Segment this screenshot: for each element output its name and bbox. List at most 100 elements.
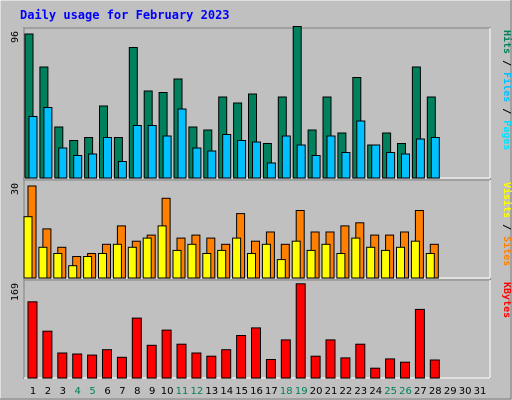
day-label-2: 2 — [45, 386, 51, 397]
bar-files-day-12 — [192, 147, 202, 179]
bar-sites-day-22 — [336, 253, 346, 279]
bar-kbytes-day-7 — [116, 356, 127, 379]
day-label-1: 1 — [30, 386, 36, 397]
bar-sites-day-11 — [172, 249, 182, 279]
bar-files-day-11 — [177, 108, 187, 179]
day-label-30: 30 — [459, 386, 472, 397]
day-label-17: 17 — [265, 386, 278, 397]
bar-kbytes-day-9 — [146, 344, 157, 379]
bar-sites-day-9 — [142, 237, 152, 279]
legend-separator: / — [501, 54, 512, 72]
day-label-9: 9 — [149, 386, 155, 397]
day-label-14: 14 — [220, 386, 233, 397]
day-label-28: 28 — [429, 386, 442, 397]
bar-files-day-8 — [132, 125, 142, 179]
bar-files-day-19 — [296, 144, 306, 179]
bar-kbytes-day-14 — [221, 349, 232, 379]
day-label-19: 19 — [295, 386, 308, 397]
legend-separator: / — [501, 218, 512, 236]
bar-sites-day-6 — [98, 253, 107, 279]
bar-files-day-24 — [371, 144, 381, 179]
day-label-3: 3 — [60, 386, 66, 397]
bar-kbytes-day-11 — [176, 343, 187, 379]
bar-kbytes-day-27 — [414, 308, 425, 379]
day-label-15: 15 — [235, 386, 248, 397]
day-label-16: 16 — [250, 386, 263, 397]
bar-kbytes-day-5 — [87, 354, 98, 379]
bar-sites-day-16 — [247, 253, 256, 279]
panel-kbytes: 169 KBytes — [10, 279, 512, 379]
day-label-25: 25 — [384, 386, 397, 397]
bar-files-day-7 — [117, 161, 127, 179]
bar-kbytes-day-26 — [400, 361, 410, 379]
bar-files-day-26 — [401, 153, 410, 179]
legend-item-pages: Pages — [501, 120, 512, 150]
legend-visits-sites: Visits / Sites — [501, 182, 512, 266]
legend-text-kbytes: KBytes — [501, 282, 512, 318]
bar-files-day-2 — [43, 107, 53, 179]
bar-sites-day-8 — [127, 246, 137, 279]
bar-files-day-28 — [430, 137, 440, 179]
day-label-8: 8 — [134, 386, 140, 397]
bar-files-day-25 — [386, 152, 396, 179]
bar-files-day-16 — [252, 141, 261, 179]
bar-files-day-14 — [222, 134, 232, 179]
day-label-21: 21 — [325, 386, 338, 397]
bar-kbytes-day-3 — [57, 352, 68, 379]
day-label-5: 5 — [89, 386, 95, 397]
day-label-20: 20 — [310, 386, 323, 397]
day-label-22: 22 — [340, 386, 353, 397]
bar-files-day-13 — [207, 150, 217, 179]
bar-files-day-21 — [326, 135, 336, 179]
day-label-18: 18 — [280, 386, 293, 397]
day-label-23: 23 — [354, 386, 367, 397]
panel-visits-sites: 30 Visits / Sites — [10, 179, 512, 279]
max-label-kbytes: 169 — [10, 283, 21, 301]
legend-item-files: Files — [501, 72, 512, 102]
bar-files-day-9 — [147, 125, 157, 179]
day-label-10: 10 — [161, 386, 174, 397]
bar-sites-day-26 — [396, 246, 405, 279]
max-label-visits-sites: 30 — [10, 183, 21, 195]
bar-sites-day-24 — [366, 246, 376, 279]
bar-files-day-18 — [281, 135, 291, 179]
day-label-12: 12 — [191, 386, 204, 397]
day-label-7: 7 — [119, 386, 125, 397]
bar-kbytes-day-2 — [42, 330, 53, 379]
bar-kbytes-day-25 — [385, 358, 396, 379]
bar-kbytes-day-12 — [191, 352, 202, 379]
bar-sites-day-10 — [157, 225, 167, 279]
bar-kbytes-day-16 — [251, 327, 261, 379]
bar-sites-day-20 — [306, 249, 316, 279]
legend-item-visits: Visits — [501, 182, 512, 218]
bar-sites-day-17 — [261, 243, 271, 279]
panel-hits-files-pages: 96 Hits / Files / Pages — [10, 26, 512, 179]
bar-kbytes-day-17 — [265, 359, 276, 379]
bar-files-day-17 — [266, 162, 276, 179]
chart-panels: 96 Hits / Files / Pages 30 Visits / Sites 16… — [10, 26, 512, 379]
bar-kbytes-day-19 — [295, 283, 306, 379]
bar-sites-day-18 — [276, 259, 286, 279]
bar-kbytes-day-24 — [370, 367, 381, 379]
bar-sites-day-19 — [291, 240, 301, 279]
legend-item-sites: Sites — [501, 236, 512, 266]
bar-files-day-1 — [28, 116, 38, 179]
legend-text-visits-sites: Visits / Sites — [501, 182, 512, 266]
bar-files-day-5 — [88, 153, 98, 179]
bar-kbytes-day-28 — [429, 359, 440, 379]
bar-kbytes-day-22 — [340, 357, 351, 379]
bar-sites-day-25 — [381, 249, 391, 279]
bar-kbytes-day-6 — [102, 349, 112, 379]
bar-files-day-15 — [237, 140, 247, 179]
bar-sites-day-7 — [112, 243, 122, 279]
bar-sites-day-28 — [425, 253, 435, 279]
bar-kbytes-day-8 — [131, 317, 142, 379]
bar-kbytes-day-1 — [27, 301, 38, 379]
legend-text-hits-files-pages: Hits / Files / Pages — [501, 30, 512, 150]
bar-sites-day-21 — [321, 243, 331, 279]
bar-sites-day-23 — [351, 237, 361, 279]
bar-files-day-10 — [162, 135, 172, 179]
bar-sites-day-12 — [187, 243, 197, 279]
bar-sites-day-3 — [53, 253, 63, 279]
